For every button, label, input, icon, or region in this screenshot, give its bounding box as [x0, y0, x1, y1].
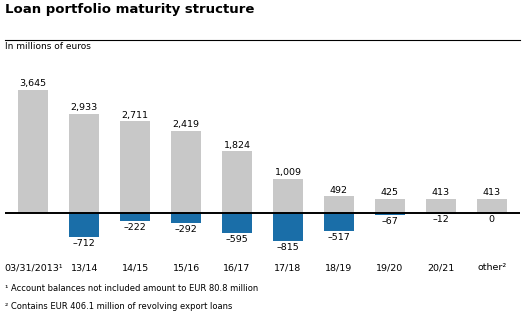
- Bar: [69, 213, 99, 237]
- Bar: [375, 199, 405, 213]
- Text: 19/20: 19/20: [376, 263, 404, 272]
- Bar: [120, 213, 150, 221]
- Text: Loan portfolio maturity structure: Loan portfolio maturity structure: [5, 3, 255, 16]
- Text: –67: –67: [382, 217, 398, 226]
- Bar: [222, 213, 252, 233]
- Text: 2,711: 2,711: [122, 110, 149, 119]
- Bar: [18, 90, 48, 213]
- Text: 3,645: 3,645: [20, 79, 47, 88]
- Text: other²: other²: [477, 263, 506, 272]
- Bar: [477, 199, 507, 213]
- Bar: [171, 131, 201, 213]
- Text: –517: –517: [328, 232, 350, 241]
- Text: 0: 0: [489, 215, 495, 224]
- Text: ² Contains EUR 406.1 million of revolving export loans: ² Contains EUR 406.1 million of revolvin…: [5, 302, 233, 311]
- Text: –815: –815: [277, 243, 299, 252]
- Bar: [273, 179, 303, 213]
- Text: –222: –222: [124, 222, 146, 231]
- Text: 413: 413: [432, 188, 450, 197]
- Text: 425: 425: [381, 188, 399, 197]
- Bar: [171, 213, 201, 223]
- Bar: [69, 114, 99, 213]
- Text: 492: 492: [330, 186, 348, 195]
- Bar: [426, 199, 456, 213]
- Text: In millions of euros: In millions of euros: [5, 42, 91, 51]
- Bar: [375, 213, 405, 215]
- Text: 13/14: 13/14: [70, 263, 98, 272]
- Text: 14/15: 14/15: [121, 263, 149, 272]
- Bar: [273, 213, 303, 241]
- Bar: [324, 196, 354, 213]
- Text: 20/21: 20/21: [427, 263, 455, 272]
- Text: 18/19: 18/19: [326, 263, 352, 272]
- Bar: [120, 121, 150, 213]
- Text: 16/17: 16/17: [224, 263, 250, 272]
- Text: 17/18: 17/18: [275, 263, 301, 272]
- Bar: [324, 213, 354, 231]
- Text: –595: –595: [226, 235, 248, 244]
- Text: –12: –12: [433, 215, 449, 224]
- Text: ¹ Account balances not included amount to EUR 80.8 million: ¹ Account balances not included amount t…: [5, 284, 258, 293]
- Text: 1,824: 1,824: [224, 141, 250, 150]
- Text: 2,933: 2,933: [70, 103, 98, 112]
- Text: 2,419: 2,419: [173, 120, 200, 129]
- Bar: [222, 152, 252, 213]
- Text: –712: –712: [73, 239, 96, 248]
- Text: 15/16: 15/16: [173, 263, 200, 272]
- Text: –292: –292: [175, 225, 197, 234]
- Text: 03/31/2013¹: 03/31/2013¹: [4, 263, 62, 272]
- Text: 1,009: 1,009: [275, 168, 301, 177]
- Text: 413: 413: [482, 188, 501, 197]
